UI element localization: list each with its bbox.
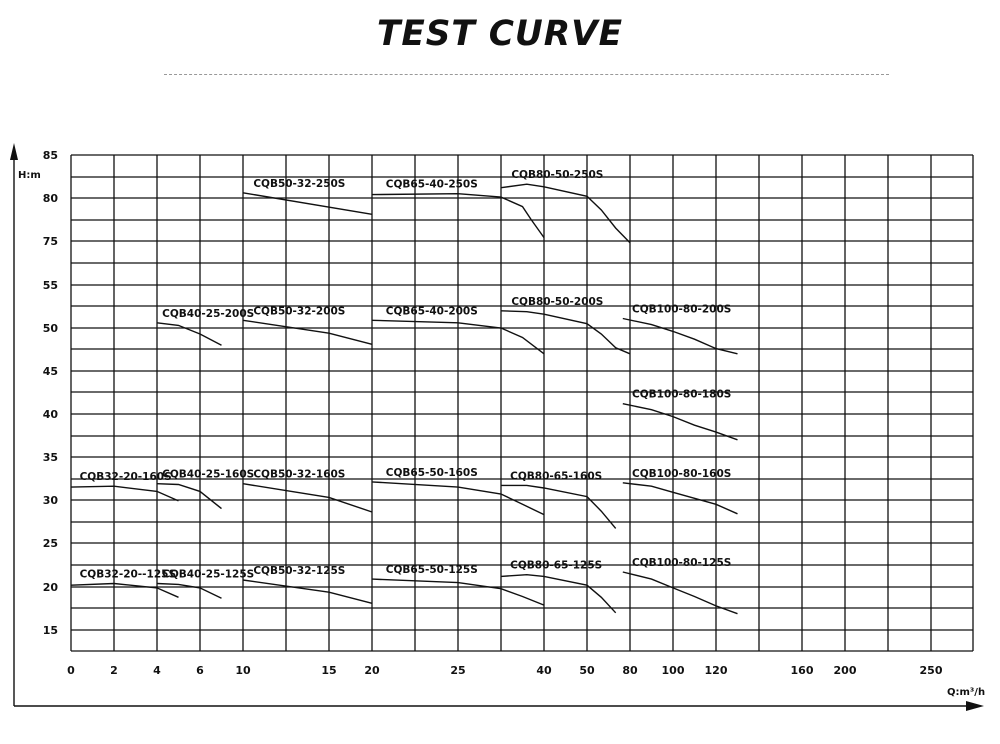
series-line-cqb32-20-160s xyxy=(70,485,179,502)
series-label: CQB80-50-200S xyxy=(511,296,603,308)
series-label: CQB50-32-125S xyxy=(253,565,345,577)
series-label: CQB50-32-200S xyxy=(253,305,345,317)
series-label: CQB65-40-250S xyxy=(386,179,478,191)
x-tick-label: 40 xyxy=(536,664,552,677)
series-line-cqb100-80-180s xyxy=(622,403,738,441)
series-label: CQB100-80-200S xyxy=(632,304,731,316)
x-tick-label: 120 xyxy=(705,664,728,677)
series-line-cqb50-32-250s xyxy=(242,192,373,215)
x-tick-label: 20 xyxy=(364,664,380,677)
series-label: CQB65-40-200S xyxy=(386,305,478,317)
series-line-cqb50-32-200s xyxy=(242,319,373,345)
series-label: CQB65-50-125S xyxy=(386,564,478,576)
title-divider xyxy=(164,74,889,75)
series-line-cqb80-50-200s xyxy=(500,310,631,355)
y-tick-label: 25 xyxy=(43,537,58,550)
x-axis-arrow-icon xyxy=(966,701,984,711)
series-line-cqb50-32-160s xyxy=(242,483,373,513)
series-line-cqb65-50-125s xyxy=(371,578,545,606)
series-label: CQB100-80-160S xyxy=(632,468,731,480)
series-line-cqb40-25-160s xyxy=(156,483,222,510)
x-tick-label: 4 xyxy=(153,664,161,677)
x-tick-label: 200 xyxy=(834,664,857,677)
x-tick-label: 25 xyxy=(450,664,465,677)
series-label: CQB40-25-160S xyxy=(162,469,254,481)
series-label: CQB80-65-160S xyxy=(510,470,602,482)
y-tick-label: 75 xyxy=(43,235,58,248)
y-tick-label: 80 xyxy=(43,192,59,205)
x-tick-label: 50 xyxy=(579,664,595,677)
series-label: CQB32-20--125S xyxy=(80,568,176,580)
series-line-cqb100-80-200s xyxy=(622,317,738,355)
x-tick-label: 80 xyxy=(622,664,638,677)
plot-grid xyxy=(70,154,974,652)
x-tick-label: 6 xyxy=(196,664,204,677)
y-axis-arrow-icon xyxy=(10,143,18,160)
series-label: CQB50-32-250S xyxy=(253,178,345,190)
x-tick-label: 250 xyxy=(920,664,943,677)
series-line-cqb80-65-160s xyxy=(501,484,617,529)
x-tick-label: 0 xyxy=(67,664,75,677)
series-line-cqb40-25-200s xyxy=(156,322,222,346)
x-tick-label: 2 xyxy=(110,664,118,677)
axes: H:m Q:m³/h xyxy=(10,143,985,711)
series-label: CQB40-25-200S xyxy=(162,308,254,320)
tick-labels: 15 20 25 30 35 40 45 50 55 75 80 85 0 2 4 6 10 15 20 25 40 50… xyxy=(43,149,943,677)
x-tick-label: 15 xyxy=(321,664,336,677)
x-tick-label: 160 xyxy=(791,664,814,677)
curve-labels: CQB50-32-250S CQB65-40-250S CQB80-50-250S C… xyxy=(80,169,732,580)
x-axis-label: Q:m³/h xyxy=(947,687,985,698)
series-line-cqb100-80-125s xyxy=(622,571,738,615)
x-tick-label: 10 xyxy=(235,664,251,677)
series-label: CQB50-32-160S xyxy=(253,469,345,481)
series-line-cqb65-40-250s xyxy=(371,192,545,239)
y-tick-label: 55 xyxy=(43,279,58,292)
series-line-cqb80-65-125s xyxy=(500,573,617,614)
series-line-cqb32-20--125s xyxy=(70,582,179,598)
x-tick-label: 100 xyxy=(662,664,685,677)
y-tick-label: 15 xyxy=(43,624,58,637)
series-label: CQB80-65-125S xyxy=(510,560,602,572)
series-label: CQB40-25-125S xyxy=(162,568,254,580)
series-line-cqb65-50-160s xyxy=(371,481,545,516)
curves xyxy=(70,183,738,615)
series-label: CQB65-50-160S xyxy=(386,467,478,479)
series-line-cqb80-50-250s xyxy=(500,183,631,244)
y-tick-label: 35 xyxy=(43,451,58,464)
y-tick-label: 30 xyxy=(43,494,59,507)
series-label: CQB80-50-250S xyxy=(511,169,603,181)
series-label: CQB100-80-180S xyxy=(632,389,731,401)
y-tick-label: 45 xyxy=(43,365,58,378)
y-tick-label: 20 xyxy=(43,581,59,594)
y-axis-label: H:m xyxy=(18,170,41,181)
series-line-cqb100-80-160s xyxy=(622,482,738,515)
y-tick-label: 40 xyxy=(43,408,59,421)
series-line-cqb65-40-200s xyxy=(371,319,545,355)
page-title: TEST CURVE xyxy=(376,14,624,54)
series-line-cqb40-25-125s xyxy=(156,582,222,599)
series-label: CQB32-20-160S xyxy=(80,471,172,483)
y-tick-label: 85 xyxy=(43,149,58,162)
y-tick-label: 50 xyxy=(43,322,59,335)
series-line-cqb50-32-125s xyxy=(242,579,373,604)
series-label: CQB100-80-125S xyxy=(632,557,731,569)
